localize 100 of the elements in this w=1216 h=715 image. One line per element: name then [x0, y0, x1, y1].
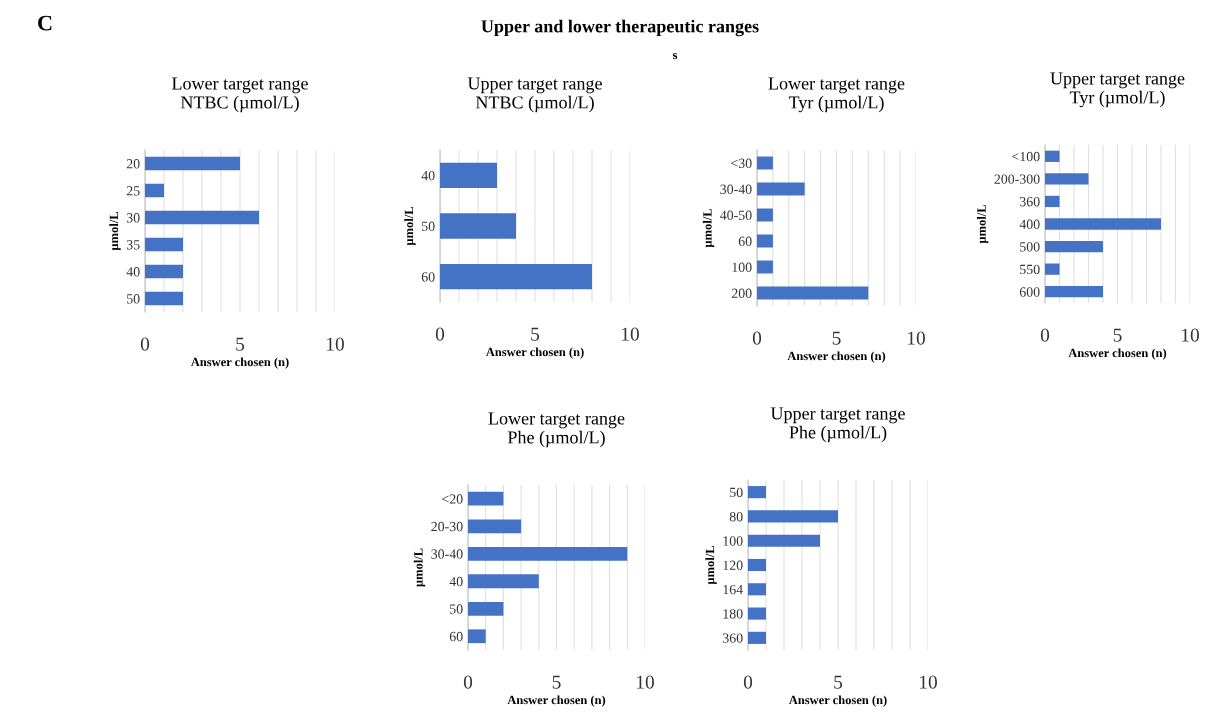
x-axis-title: Answer chosen (n): [485, 347, 584, 359]
y-tick-label: 500: [1020, 242, 1040, 252]
y-tick-label: 164: [723, 584, 743, 595]
x-tick-label: 10: [907, 331, 925, 345]
y-tick-label: 40: [449, 576, 463, 587]
bar: [145, 156, 240, 171]
y-tick-label: 25: [126, 186, 140, 196]
bar: [440, 264, 592, 290]
y-tick-label: 100: [732, 262, 752, 272]
bar: [145, 183, 164, 198]
y-axis-title: µmol/L: [705, 545, 717, 585]
y-tick-label: 60: [449, 631, 463, 642]
bar: [1045, 240, 1103, 253]
x-tick-label: 10: [919, 675, 937, 689]
y-tick-label: 400: [1019, 219, 1040, 229]
bar: [757, 156, 773, 170]
bar: [1045, 195, 1060, 208]
bar: [440, 213, 516, 239]
y-tick-label: 360: [722, 633, 743, 643]
y-tick-label: 30-40: [431, 549, 463, 559]
bar: [748, 558, 766, 572]
y-axis-title: µmol/L: [976, 204, 989, 244]
y-tick-label: 60: [738, 236, 752, 246]
bar: [1045, 263, 1060, 275]
bar: [757, 208, 773, 222]
bar: [757, 286, 869, 300]
chart-title: Lower target range Phe (µmol/L): [488, 412, 625, 448]
y-tick-label: <30: [731, 158, 752, 168]
bar: [1045, 286, 1103, 298]
y-tick-label: 50: [127, 294, 140, 304]
bar: [748, 534, 820, 547]
x-tick-label: 5: [832, 331, 841, 345]
x-tick-label: 5: [236, 337, 245, 351]
chart-title: Lower target range NTBC (µmol/L): [172, 77, 308, 113]
y-tick-label: 100: [723, 536, 743, 546]
y-tick-label: 50: [422, 221, 435, 231]
y-tick-label: 50: [450, 604, 463, 614]
x-tick-label: 0: [435, 327, 445, 341]
bar: [468, 491, 504, 506]
chart-title: Upper target range Phe (µmol/L): [770, 407, 905, 443]
y-tick-label: 20: [126, 159, 140, 169]
x-axis-title: Answer chosen (n): [507, 695, 606, 707]
y-tick-label: 40: [421, 170, 435, 181]
y-tick-label: 120: [723, 560, 743, 570]
bar: [757, 260, 773, 274]
text: s: [672, 53, 678, 60]
y-axis-title: µmol/L: [109, 211, 121, 251]
y-tick-label: 40: [126, 267, 140, 277]
y-tick-label: 200-300: [994, 174, 1040, 184]
bar: [748, 510, 838, 523]
y-tick-label: <20: [442, 494, 463, 504]
y-tick-label: 550: [1020, 264, 1040, 275]
bar: [468, 629, 486, 644]
bar: [440, 162, 497, 188]
bar: [1045, 173, 1089, 185]
bar: [757, 182, 805, 196]
bar: [1045, 218, 1161, 230]
y-tick-label: <100: [1012, 151, 1040, 162]
y-tick-label: 180: [723, 609, 743, 619]
x-tick-label: 0: [752, 331, 762, 345]
bar: [748, 607, 766, 620]
y-tick-label: 360: [1019, 197, 1040, 207]
bar: [145, 291, 183, 306]
y-tick-label: 35: [126, 240, 140, 250]
chart-title: Upper target range NTBC (µmol/L): [467, 77, 602, 113]
bar: [468, 601, 504, 616]
bar: [468, 546, 628, 561]
y-tick-label: 20-30: [431, 521, 463, 532]
bar: [468, 519, 522, 534]
bar: [145, 264, 183, 279]
x-tick-label: 10: [621, 327, 639, 341]
x-tick-label: 5: [834, 675, 843, 689]
y-tick-label: 600: [1019, 287, 1040, 297]
y-tick-label: 80: [729, 512, 743, 522]
x-axis-title: Answer chosen (n): [190, 357, 289, 369]
text: C: [38, 15, 52, 31]
y-axis-title: µmol/L: [413, 548, 426, 587]
y-axis-title: µmol/L: [404, 206, 416, 246]
x-tick-label: 5: [531, 327, 540, 341]
bar: [748, 583, 766, 596]
y-tick-label: 50: [730, 487, 743, 498]
x-axis-title: Answer chosen (n): [788, 695, 887, 707]
y-tick-label: 40-50: [720, 210, 752, 220]
chart-title: Upper target range Tyr (µmol/L): [1050, 72, 1185, 108]
bar: [468, 574, 539, 589]
y-tick-label: 30-40: [720, 184, 752, 194]
x-tick-label: 5: [1113, 328, 1122, 342]
x-tick-label: 0: [140, 337, 150, 351]
x-tick-label: 5: [552, 675, 561, 689]
x-tick-label: 10: [1181, 328, 1199, 342]
x-tick-label: 0: [743, 675, 753, 689]
y-axis-title: µmol/L: [702, 208, 715, 248]
bar: [748, 631, 766, 644]
text: Upper and lower therapeutic ranges: [481, 19, 759, 37]
x-tick-label: 10: [636, 675, 654, 689]
y-tick-label: 30: [126, 213, 140, 223]
x-tick-label: 10: [326, 337, 344, 351]
bar: [145, 210, 259, 225]
bar: [145, 237, 183, 252]
y-tick-label: 200: [731, 288, 752, 298]
